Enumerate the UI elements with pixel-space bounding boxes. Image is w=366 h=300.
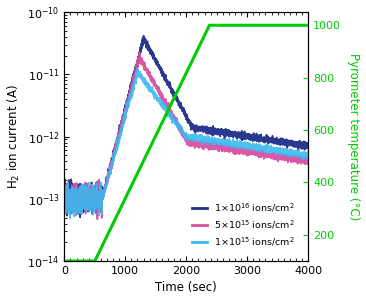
Y-axis label: Pyrometer temperature (°C): Pyrometer temperature (°C) <box>347 53 361 220</box>
X-axis label: Time (sec): Time (sec) <box>156 281 217 294</box>
Legend: 1$\times$10$^{16}$ ions/cm$^2$, 5$\times$10$^{15}$ ions/cm$^2$, 1$\times$10$^{15: 1$\times$10$^{16}$ ions/cm$^2$, 5$\times… <box>188 197 299 251</box>
Y-axis label: H$_2$ ion current (A): H$_2$ ion current (A) <box>5 84 22 189</box>
